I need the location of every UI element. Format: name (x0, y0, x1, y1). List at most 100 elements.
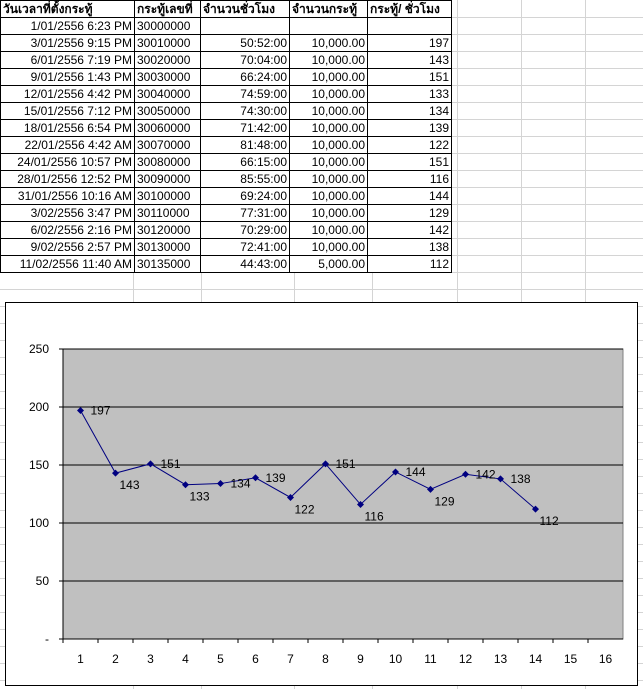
cell-post-number[interactable]: 30120000 (134, 221, 201, 239)
cell-posts-per-hour[interactable]: 133 (367, 85, 452, 103)
cell-post-count[interactable] (289, 17, 368, 35)
cell-post-number[interactable]: 30130000 (134, 238, 201, 256)
cell-hours[interactable] (200, 17, 290, 35)
cell-post-datetime[interactable]: 15/01/2556 7:12 PM (0, 102, 135, 120)
cell-post-number[interactable]: 30020000 (134, 51, 201, 69)
table-row: 6/02/2556 2:16 PM 30120000 70:29:00 10,000.… (0, 221, 452, 239)
header-post-datetime[interactable]: วันเวลาที่ตั้งกระทู้ (0, 0, 135, 18)
cell-posts-per-hour[interactable]: 116 (367, 170, 452, 188)
cell-post-count[interactable]: 10,000.00 (289, 238, 368, 256)
cell-post-datetime[interactable]: 9/02/2556 2:57 PM (0, 238, 135, 256)
cell-posts-per-hour[interactable]: 151 (367, 153, 452, 171)
cell-hours[interactable]: 72:41:00 (200, 238, 290, 256)
cell-post-datetime[interactable]: 28/01/2556 12:52 PM (0, 170, 135, 188)
data-label: 122 (295, 502, 315, 516)
cell-post-count[interactable]: 10,000.00 (289, 204, 368, 222)
chart-container[interactable]: -50 100 150 200 250 1 2 3 4 5 6 7 8 9 10 11 12 13 14 15 16 19… (5, 302, 638, 686)
header-posts-per-hour[interactable]: กระทู้/ ชั่วโมง (367, 0, 452, 18)
cell-post-datetime[interactable]: 18/01/2556 6:54 PM (0, 119, 135, 137)
cell-post-count[interactable]: 10,000.00 (289, 51, 368, 69)
cell-post-count[interactable]: 10,000.00 (289, 68, 368, 86)
cell-post-datetime[interactable]: 1/01/2556 6:23 PM (0, 17, 135, 35)
series-line (80, 410, 536, 510)
cell-posts-per-hour[interactable]: 138 (367, 238, 452, 256)
y-tick-label: 150 (29, 458, 49, 472)
cell-post-number[interactable]: 30050000 (134, 102, 201, 120)
cell-hours[interactable]: 74:59:00 (200, 85, 290, 103)
cell-post-count[interactable]: 10,000.00 (289, 221, 368, 239)
table-row: 24/01/2556 10:57 PM 30080000 66:15:00 10,00… (0, 153, 452, 171)
cell-hours[interactable]: 77:31:00 (200, 204, 290, 222)
cell-post-count[interactable]: 10,000.00 (289, 153, 368, 171)
cell-post-datetime[interactable]: 3/01/2556 9:15 PM (0, 34, 135, 52)
cell-post-count[interactable]: 10,000.00 (289, 34, 368, 52)
cell-post-number[interactable]: 30010000 (134, 34, 201, 52)
cell-post-datetime[interactable]: 9/01/2556 1:43 PM (0, 68, 135, 86)
cell-post-number[interactable]: 30030000 (134, 68, 201, 86)
cell-post-count[interactable]: 10,000.00 (289, 119, 368, 137)
cell-posts-per-hour[interactable]: 129 (367, 204, 452, 222)
data-point-marker (77, 406, 84, 414)
cell-posts-per-hour[interactable]: 143 (367, 51, 452, 69)
cell-post-number[interactable]: 30000000 (134, 17, 201, 35)
x-tick-label: 2 (112, 652, 119, 666)
cell-post-count[interactable]: 10,000.00 (289, 136, 368, 154)
cell-post-datetime[interactable]: 24/01/2556 10:57 PM (0, 153, 135, 171)
cell-post-count[interactable]: 10,000.00 (289, 102, 368, 120)
cell-hours[interactable]: 44:43:00 (200, 255, 290, 273)
header-post-number[interactable]: กระทู้เลขที่ (134, 0, 201, 18)
cell-hours[interactable]: 81:48:00 (200, 136, 290, 154)
cell-posts-per-hour[interactable]: 142 (367, 221, 452, 239)
cell-posts-per-hour[interactable]: 151 (367, 68, 452, 86)
row-gridline (0, 272, 643, 273)
table-row: 22/01/2556 4:42 AM 30070000 81:48:00 10,000… (0, 136, 452, 154)
header-hours[interactable]: จำนวนชั่วโมง (200, 0, 290, 18)
cell-post-number[interactable]: 30100000 (134, 187, 201, 205)
y-tick-label: 100 (29, 516, 49, 530)
cell-post-number[interactable]: 30070000 (134, 136, 201, 154)
cell-post-datetime[interactable]: 6/02/2556 2:16 PM (0, 221, 135, 239)
table-row: 3/01/2556 9:15 PM 30010000 50:52:00 10,000.… (0, 34, 452, 52)
cell-post-number[interactable]: 30040000 (134, 85, 201, 103)
data-label: 139 (266, 471, 286, 485)
cell-hours[interactable]: 70:04:00 (200, 51, 290, 69)
cell-post-count[interactable]: 5,000.00 (289, 255, 368, 273)
cell-posts-per-hour[interactable]: 144 (367, 187, 452, 205)
cell-posts-per-hour[interactable] (367, 17, 452, 35)
cell-post-datetime[interactable]: 3/02/2556 3:47 PM (0, 204, 135, 222)
cell-posts-per-hour[interactable]: 122 (367, 136, 452, 154)
cell-hours[interactable]: 66:24:00 (200, 68, 290, 86)
cell-post-number[interactable]: 30110000 (134, 204, 201, 222)
cell-hours[interactable]: 66:15:00 (200, 153, 290, 171)
cell-post-number[interactable]: 30135000 (134, 255, 201, 273)
cell-post-count[interactable]: 10,000.00 (289, 170, 368, 188)
cell-post-datetime[interactable]: 6/01/2556 7:19 PM (0, 51, 135, 69)
data-point-marker (112, 469, 119, 477)
cell-post-number[interactable]: 30080000 (134, 153, 201, 171)
cell-posts-per-hour[interactable]: 112 (367, 255, 452, 273)
table-row: 18/01/2556 6:54 PM 30060000 71:42:00 10,000… (0, 119, 452, 137)
cell-hours[interactable]: 50:52:00 (200, 34, 290, 52)
cell-post-datetime[interactable]: 31/01/2556 10:16 AM (0, 187, 135, 205)
cell-hours[interactable]: 71:42:00 (200, 119, 290, 137)
header-post-count[interactable]: จำนวนกระทู้ (289, 0, 368, 18)
cell-post-count[interactable]: 10,000.00 (289, 187, 368, 205)
cell-post-count[interactable]: 10,000.00 (289, 85, 368, 103)
cell-posts-per-hour[interactable]: 139 (367, 119, 452, 137)
data-label: 112 (540, 514, 559, 528)
cell-posts-per-hour[interactable]: 134 (367, 102, 452, 120)
cell-post-number[interactable]: 30060000 (134, 119, 201, 137)
cell-hours[interactable]: 85:55:00 (200, 170, 290, 188)
cell-hours[interactable]: 70:29:00 (200, 221, 290, 239)
cell-post-datetime[interactable]: 11/02/2556 11:40 AM (0, 255, 135, 273)
cell-post-number[interactable]: 30090000 (134, 170, 201, 188)
cell-hours[interactable]: 74:30:00 (200, 102, 290, 120)
cell-post-datetime[interactable]: 22/01/2556 4:42 AM (0, 136, 135, 154)
x-tick-label: 3 (147, 652, 154, 666)
cell-posts-per-hour[interactable]: 197 (367, 34, 452, 52)
cell-post-datetime[interactable]: 12/01/2556 4:42 PM (0, 85, 135, 103)
cell-hours[interactable]: 69:24:00 (200, 187, 290, 205)
data-point-marker (217, 480, 224, 488)
data-label: 142 (476, 467, 496, 481)
